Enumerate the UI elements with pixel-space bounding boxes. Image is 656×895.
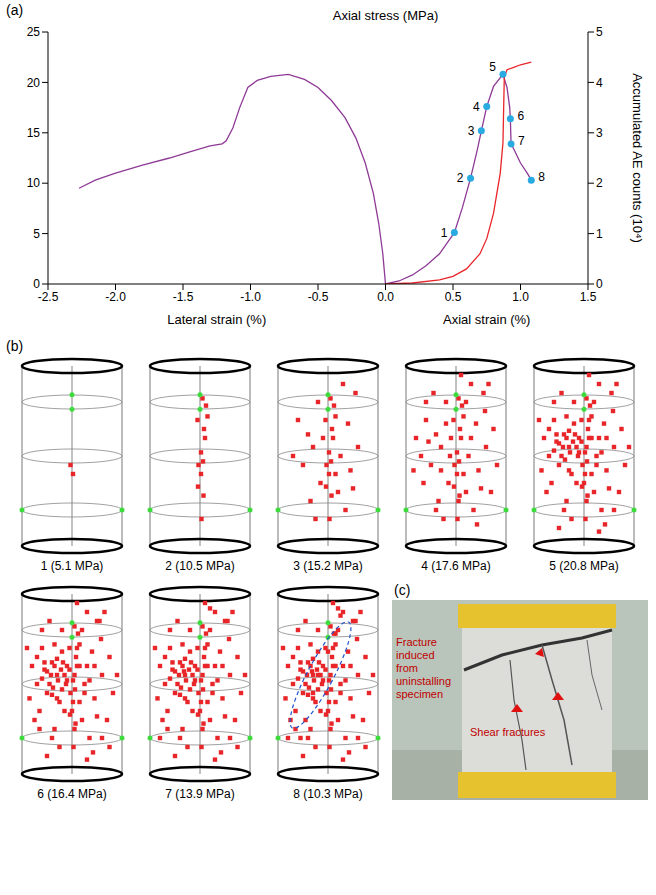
svg-text:20: 20: [27, 76, 41, 90]
svg-text:7: 7: [518, 134, 525, 148]
svg-text:5: 5: [489, 60, 496, 74]
svg-text:1.5: 1.5: [580, 290, 597, 304]
svg-text:3: 3: [468, 124, 475, 138]
svg-text:1: 1: [441, 226, 448, 240]
svg-text:2: 2: [457, 171, 464, 185]
html-text:Shear fractures: Shear fractures: [470, 726, 546, 738]
svg-text:Accumulated AE counts (10⁴): Accumulated AE counts (10⁴): [630, 73, 645, 243]
html-text:Axial strain (%): Axial strain (%): [443, 312, 531, 327]
html-text:Fracture induced from uninstal: Fracture induced from uninstalling speci…: [396, 636, 451, 700]
svg-text:1: 1: [596, 227, 603, 241]
svg-text:4: 4: [473, 100, 480, 114]
svg-text:4: 4: [596, 76, 603, 90]
svg-text:1.0: 1.0: [512, 290, 529, 304]
svg-text:0: 0: [33, 277, 40, 291]
html-text:6 (16.4 MPa): 6 (16.4 MPa): [37, 787, 107, 801]
svg-text:25: 25: [27, 25, 41, 39]
svg-text:-2.5: -2.5: [38, 290, 59, 304]
html-text:Lateral strain (%): Lateral strain (%): [167, 312, 267, 327]
html-text:3 (15.2 MPa): 3 (15.2 MPa): [293, 559, 363, 573]
svg-text:8: 8: [538, 170, 545, 184]
svg-text:-2.0: -2.0: [105, 290, 126, 304]
html-text:(a): (a): [6, 2, 24, 18]
html-text:2 (10.5 MPa): 2 (10.5 MPa): [165, 559, 235, 573]
svg-text:6: 6: [517, 109, 524, 123]
svg-text:0.5: 0.5: [445, 290, 462, 304]
svg-text:5: 5: [596, 25, 603, 39]
svg-text:5: 5: [33, 227, 40, 241]
html-text:8 (10.3 MPa): 8 (10.3 MPa): [293, 787, 363, 801]
svg-text:15: 15: [27, 126, 41, 140]
svg-text:0: 0: [596, 277, 603, 291]
html-text:1 (5.1 MPa): 1 (5.1 MPa): [40, 559, 104, 573]
html-text:7 (13.9 MPa): 7 (13.9 MPa): [165, 787, 235, 801]
html-text:5 (20.8 MPa): 5 (20.8 MPa): [549, 559, 619, 573]
html-text:(c): (c): [394, 582, 411, 598]
svg-text:-1.5: -1.5: [173, 290, 194, 304]
svg-text:0.0: 0.0: [377, 290, 394, 304]
html-text:(b): (b): [6, 338, 24, 354]
svg-text:10: 10: [27, 176, 41, 190]
html-text:Axial stress (MPa): Axial stress (MPa): [332, 8, 439, 23]
svg-text:3: 3: [596, 126, 603, 140]
html-text:4 (17.6 MPa): 4 (17.6 MPa): [421, 559, 491, 573]
svg-text:2: 2: [596, 176, 603, 190]
svg-text:-1.0: -1.0: [240, 290, 261, 304]
svg-text:-0.5: -0.5: [308, 290, 329, 304]
